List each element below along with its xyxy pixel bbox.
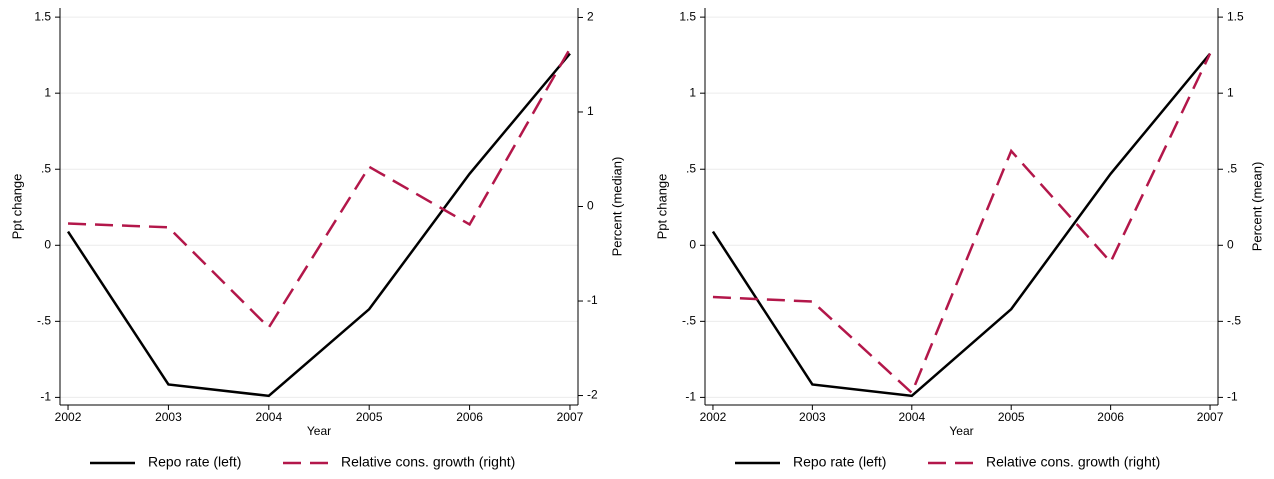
y2-axis-title: Percent (median) (609, 157, 624, 257)
legend-label: Relative cons. growth (right) (341, 454, 515, 470)
series-line (712, 53, 1212, 395)
series-line (67, 48, 572, 330)
y-tick-label: -.5 (37, 314, 51, 328)
y2-tick-label: 1 (1227, 85, 1234, 99)
series-line (711, 52, 1212, 398)
x-tick-label: 2005 (998, 410, 1025, 424)
y-tick-label: 1 (689, 85, 696, 99)
y-tick-label: -.5 (682, 314, 696, 328)
y2-tick-label: -.5 (1227, 314, 1241, 328)
y2-tick-label: -1 (587, 293, 598, 307)
y-axis-title: Ppt change (654, 174, 669, 240)
y-tick-label: 1.5 (34, 9, 51, 23)
x-tick-label: 2006 (1097, 410, 1124, 424)
y-tick-label: .5 (686, 161, 696, 175)
x-axis-title: Year (949, 424, 973, 438)
y2-tick-label: 2 (587, 10, 594, 24)
y-axis-title: Ppt change (9, 174, 24, 240)
legend-label: Relative cons. growth (right) (986, 454, 1160, 470)
x-tick-label: 2004 (255, 410, 282, 424)
x-tick-label: 2006 (456, 410, 483, 424)
y2-tick-label: 0 (587, 199, 594, 213)
y2-axis-title: Percent (mean) (1249, 162, 1264, 252)
y-tick-label: .5 (41, 161, 51, 175)
x-tick-label: 2003 (799, 410, 826, 424)
y2-tick-label: -1 (1227, 390, 1238, 404)
y2-tick-label: 1 (587, 104, 594, 118)
x-tick-label: 2007 (557, 410, 584, 424)
y-tick-label: -1 (685, 390, 696, 404)
x-tick-label: 2004 (898, 410, 925, 424)
x-axis-title: Year (307, 424, 331, 438)
y2-tick-label: 1.5 (1227, 9, 1244, 23)
legend-label: Repo rate (left) (148, 454, 241, 470)
y2-tick-label: .5 (1227, 161, 1237, 175)
y-tick-label: 1.5 (679, 9, 696, 23)
x-tick-label: 2005 (356, 410, 383, 424)
x-tick-label: 2007 (1197, 410, 1224, 424)
y-tick-label: 0 (44, 237, 51, 251)
y2-tick-label: 0 (1227, 237, 1234, 251)
legend-label: Repo rate (left) (793, 454, 886, 470)
x-tick-label: 2002 (700, 410, 727, 424)
x-tick-label: 2003 (155, 410, 182, 424)
y-tick-label: 1 (44, 85, 51, 99)
y-tick-label: -1 (40, 390, 51, 404)
y-tick-label: 0 (689, 237, 696, 251)
series-line (66, 52, 571, 398)
y2-tick-label: -2 (587, 388, 598, 402)
x-tick-label: 2002 (55, 410, 82, 424)
